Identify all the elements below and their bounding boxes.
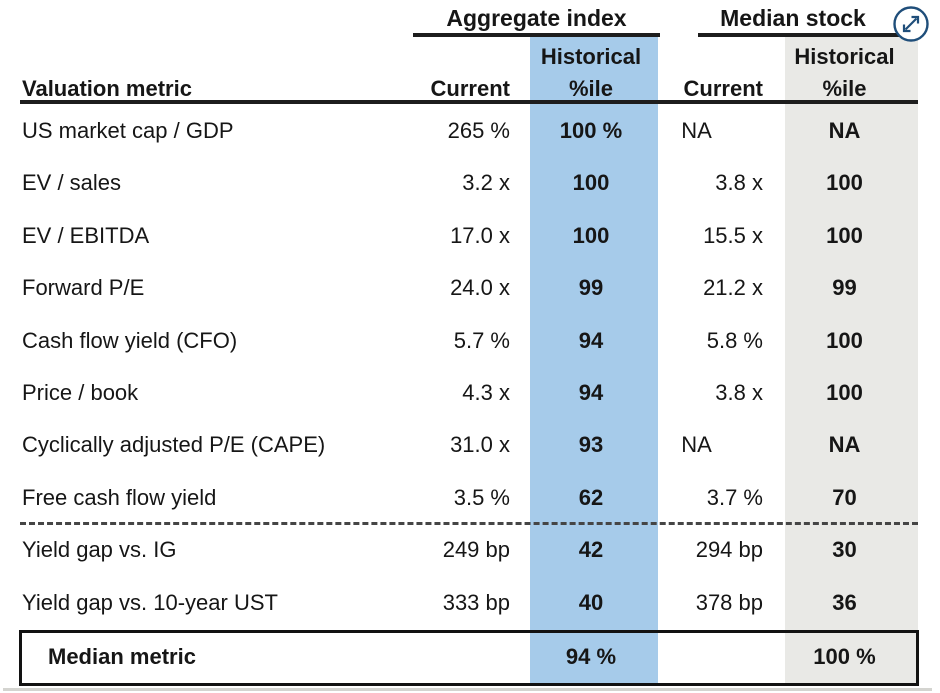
header-bottom-rule <box>20 100 918 104</box>
aggregate-group-underline <box>413 33 660 37</box>
median-percentile-value: 100 <box>826 170 863 196</box>
column-header-median-current: Current <box>683 76 763 101</box>
column-header-median-historical: Historical <box>794 44 895 69</box>
screenshot-bottom-edge <box>3 688 932 691</box>
table-row: Cyclically adjusted P/E (CAPE) 31.0 x 93… <box>0 432 940 458</box>
median-current-value: 3.7 % <box>706 484 763 510</box>
metric-label: Yield gap vs. IG <box>22 537 177 563</box>
aggregate-current-value: 265 % <box>447 118 510 143</box>
median-metric-label: Median metric <box>48 644 196 669</box>
table-row: Forward P/E 24.0 x 99 21.2 x 99 <box>0 275 940 301</box>
median-current-value: 378 bp <box>695 589 763 615</box>
median-group-underline <box>698 33 918 37</box>
aggregate-percentile-value: 40 <box>578 589 604 615</box>
column-header-median-percentile: %ile <box>822 76 867 101</box>
median-current-value: 3.8 x <box>715 170 763 196</box>
column-header-aggregate-percentile: %ile <box>568 76 614 101</box>
median-current-value: 21.2 x <box>703 275 763 301</box>
median-percentile-value: 70 <box>832 484 857 510</box>
aggregate-percentile-value: 100 % <box>559 118 623 143</box>
aggregate-current-value: 4.3 x <box>462 380 510 405</box>
aggregate-current-value: 17.0 x <box>450 222 510 248</box>
aggregate-percentile-column-highlight <box>530 36 658 686</box>
median-metric-row: Median metric 94 % 100 % <box>19 630 919 686</box>
metric-label: EV / EBITDA <box>22 222 150 248</box>
aggregate-current-value: 249 bp <box>442 537 510 563</box>
median-current-value: 3.8 x <box>715 380 763 405</box>
aggregate-current-value: 3.2 x <box>462 170 510 196</box>
median-metric-median-percentile: 100 % <box>813 644 876 669</box>
aggregate-current-value: 24.0 x <box>450 275 510 301</box>
median-metric-aggregate-percentile: 94 % <box>565 644 617 669</box>
median-percentile-value: 36 <box>832 589 857 615</box>
aggregate-percentile-value: 99 <box>578 275 604 301</box>
metric-label: EV / sales <box>22 170 122 196</box>
table-row: EV / EBITDA 17.0 x 100 15.5 x 100 <box>0 223 940 249</box>
aggregate-percentile-value: 93 <box>578 432 604 458</box>
median-current-value: 294 bp <box>695 537 763 563</box>
median-percentile-column-highlight <box>785 36 918 686</box>
median-current-value: NA <box>681 118 712 143</box>
table-row: EV / sales 3.2 x 100 3.8 x 100 <box>0 170 940 196</box>
metric-label: US market cap / GDP <box>22 118 234 143</box>
aggregate-percentile-value: 62 <box>578 484 604 510</box>
aggregate-index-group-title: Aggregate index <box>446 5 627 31</box>
aggregate-percentile-value: 94 <box>578 327 604 353</box>
median-percentile-value: NA <box>828 118 861 143</box>
median-percentile-value: 100 <box>826 380 863 405</box>
aggregate-current-value: 333 bp <box>442 589 510 615</box>
metric-label: Free cash flow yield <box>22 484 217 510</box>
aggregate-percentile-value: 42 <box>578 537 604 563</box>
expand-icon <box>893 6 929 42</box>
median-percentile-value: NA <box>828 432 861 458</box>
median-percentile-value: 100 <box>826 327 863 353</box>
table-row: Price / book 4.3 x 94 3.8 x 100 <box>0 380 940 406</box>
aggregate-percentile-value: 94 <box>578 380 604 405</box>
metric-label: Cyclically adjusted P/E (CAPE) <box>22 432 326 458</box>
column-header-aggregate-historical: Historical <box>540 44 642 69</box>
median-percentile-value: 30 <box>832 537 857 563</box>
column-header-aggregate-current: Current <box>430 76 510 101</box>
expand-button[interactable] <box>891 4 931 44</box>
metric-label: Forward P/E <box>22 275 145 301</box>
table-row: Yield gap vs. 10-year UST 333 bp 40 378 … <box>0 590 940 616</box>
metric-label: Price / book <box>22 380 139 405</box>
table-row: Free cash flow yield 3.5 % 62 3.7 % 70 <box>0 485 940 511</box>
median-current-value: 15.5 x <box>703 222 763 248</box>
median-percentile-value: 99 <box>832 275 857 301</box>
table-row: US market cap / GDP 265 % 100 % NA NA <box>0 118 940 144</box>
median-percentile-value: 100 <box>826 222 863 248</box>
metric-label: Cash flow yield (CFO) <box>22 327 238 353</box>
metric-label: Yield gap vs. 10-year UST <box>22 589 278 615</box>
table-row: Cash flow yield (CFO) 5.7 % 94 5.8 % 100 <box>0 328 940 354</box>
section-separator <box>20 522 918 525</box>
median-current-value: NA <box>681 432 712 458</box>
column-header-valuation-metric: Valuation metric <box>22 76 192 101</box>
aggregate-current-value: 5.7 % <box>453 327 510 353</box>
table-row: Yield gap vs. IG 249 bp 42 294 bp 30 <box>0 537 940 563</box>
median-stock-group-title: Median stock <box>720 5 866 31</box>
aggregate-percentile-value: 100 <box>572 170 610 196</box>
median-current-value: 5.8 % <box>706 327 763 353</box>
aggregate-current-value: 3.5 % <box>453 484 510 510</box>
aggregate-current-value: 31.0 x <box>450 432 510 458</box>
aggregate-percentile-value: 100 <box>572 222 610 248</box>
